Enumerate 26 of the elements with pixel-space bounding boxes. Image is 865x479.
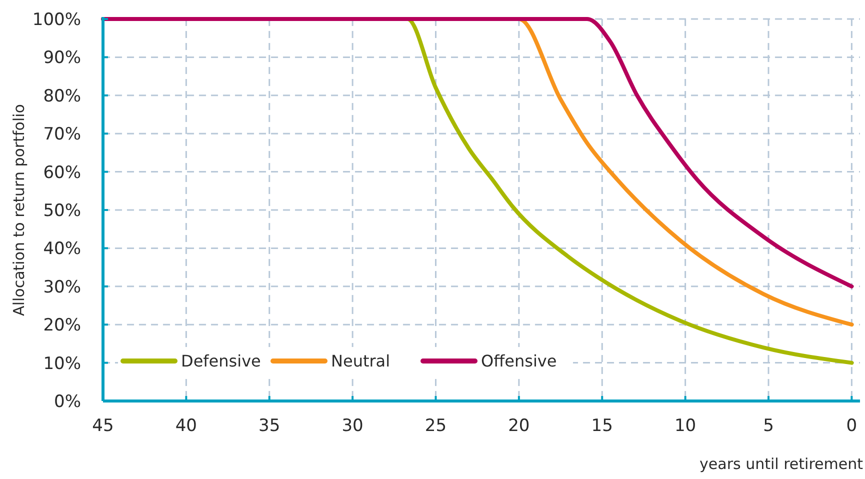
y-tick-label: 60%: [43, 162, 81, 183]
x-tick-label: 40: [175, 416, 198, 436]
y-tick-label: 0%: [54, 392, 81, 412]
y-tick-label: 80%: [43, 86, 81, 106]
x-tick-label: 45: [92, 416, 114, 436]
x-tick-label: 20: [508, 416, 530, 436]
y-axis-title: Allocation to return portfolio: [10, 104, 28, 316]
x-tick-label: 25: [424, 416, 447, 436]
y-tick-label: 10%: [43, 354, 81, 374]
x-tick-label: 0: [846, 416, 858, 436]
legend-label: Neutral: [331, 352, 390, 371]
x-tick-label: 35: [258, 416, 280, 436]
legend-label: Defensive: [181, 352, 261, 371]
x-axis-title: years until retirement: [700, 455, 864, 473]
x-tick-label: 15: [591, 416, 613, 436]
x-tick-label: 5: [763, 416, 774, 436]
y-tick-label: 40%: [43, 239, 81, 260]
legend-label: Offensive: [481, 352, 557, 371]
x-tick-label: 10: [674, 416, 696, 436]
y-tick-label: 50%: [43, 200, 81, 221]
y-tick-label: 30%: [43, 277, 81, 298]
y-tick-label: 20%: [43, 316, 81, 336]
y-tick-label: 100%: [32, 10, 81, 30]
y-tick-label: 90%: [43, 48, 81, 68]
y-tick-label: 70%: [43, 124, 81, 145]
x-tick-label: 30: [342, 416, 364, 436]
